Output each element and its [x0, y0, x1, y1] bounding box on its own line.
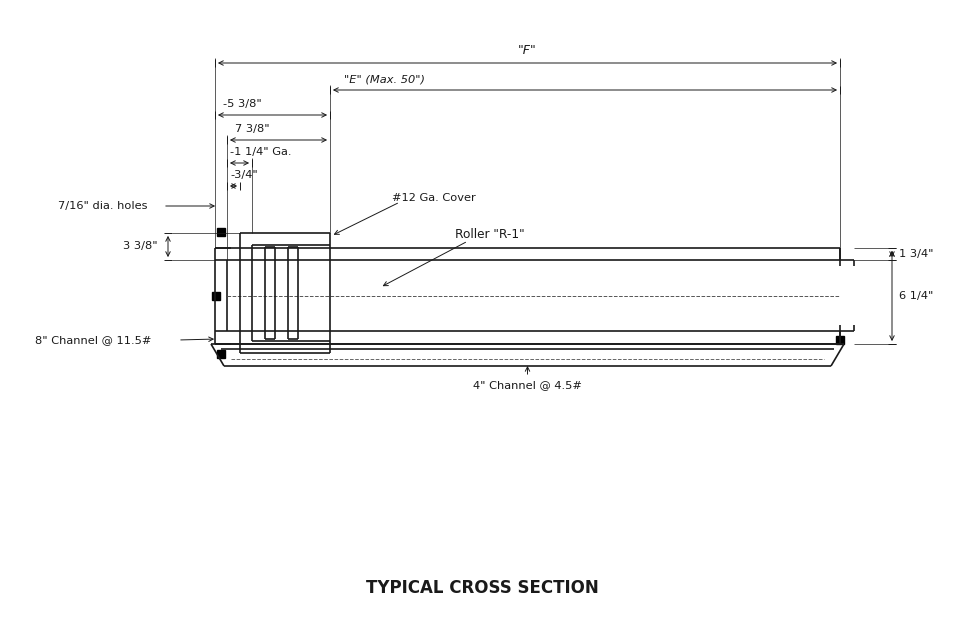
Text: "E" (Max. 50"): "E" (Max. 50") [344, 74, 425, 84]
Text: 8" Channel @ 11.5#: 8" Channel @ 11.5# [35, 335, 151, 345]
Text: 6 1/4": 6 1/4" [899, 291, 933, 301]
Polygon shape [836, 336, 844, 344]
Text: 7 3/8": 7 3/8" [235, 124, 270, 134]
Text: -3/4": -3/4" [230, 170, 257, 180]
Text: 1 3/4": 1 3/4" [899, 249, 933, 259]
Polygon shape [217, 350, 225, 358]
Text: 7/16" dia. holes: 7/16" dia. holes [58, 201, 147, 211]
Text: #12 Ga. Cover: #12 Ga. Cover [392, 193, 476, 203]
Text: Roller "R-1": Roller "R-1" [455, 228, 524, 242]
Text: "F": "F" [518, 45, 537, 57]
Text: -1 1/4" Ga.: -1 1/4" Ga. [230, 147, 291, 157]
Text: TYPICAL CROSS SECTION: TYPICAL CROSS SECTION [365, 579, 599, 597]
Text: -5 3/8": -5 3/8" [223, 99, 262, 109]
Text: 3 3/8": 3 3/8" [123, 242, 158, 251]
Text: 4" Channel @ 4.5#: 4" Channel @ 4.5# [473, 380, 582, 390]
Polygon shape [217, 228, 225, 236]
Polygon shape [212, 292, 220, 299]
